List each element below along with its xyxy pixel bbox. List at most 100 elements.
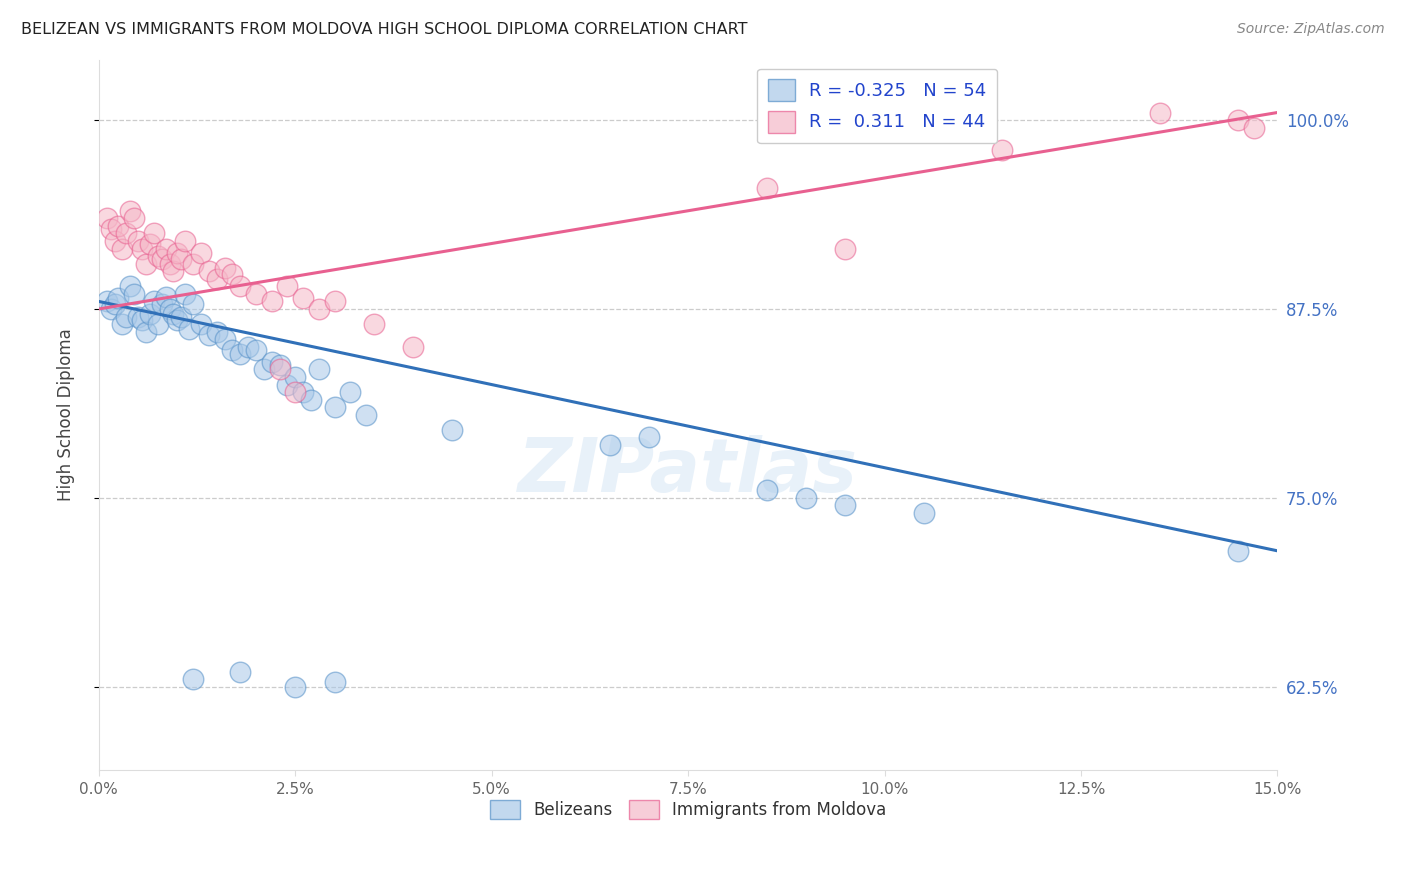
Point (1227, 113, 1250, 128)
Point (599, 438, 621, 452)
Point (755, 483, 778, 498)
Point (162, 306, 184, 320)
Point (363, 317, 385, 331)
Point (323, 401, 346, 415)
Point (755, 181, 778, 195)
Point (170, 310, 193, 324)
Point (162, 264, 184, 278)
Point (155, 242, 177, 256)
Point (253, 362, 276, 376)
Point (229, 347, 252, 361)
Point (245, 343, 267, 357)
Point (135, 257, 157, 271)
Legend: Belizeans, Immigrants from Moldova: Belizeans, Immigrants from Moldova (484, 793, 893, 826)
Point (131, 242, 153, 256)
Point (260, 355, 283, 369)
Point (115, 310, 138, 324)
Point (794, 491, 817, 505)
Point (323, 675, 346, 690)
Point (166, 246, 188, 260)
Point (179, 321, 201, 335)
Point (174, 234, 197, 248)
Point (190, 246, 212, 260)
Point (120, 279, 142, 293)
Point (308, 301, 330, 316)
Text: Source: ZipAtlas.com: Source: ZipAtlas.com (1237, 22, 1385, 37)
Point (103, 234, 125, 248)
Point (991, 143, 1014, 157)
Point (284, 680, 307, 694)
Point (912, 506, 935, 520)
Point (139, 306, 162, 320)
Point (96, 294, 118, 309)
Point (122, 211, 145, 226)
Point (107, 219, 129, 233)
Point (276, 279, 298, 293)
Text: BELIZEAN VS IMMIGRANTS FROM MOLDOVA HIGH SCHOOL DIPLOMA CORRELATION CHART: BELIZEAN VS IMMIGRANTS FROM MOLDOVA HIGH… (21, 22, 748, 37)
Point (115, 227, 138, 241)
Point (269, 358, 291, 372)
Point (214, 261, 236, 276)
Point (221, 267, 243, 281)
Point (402, 340, 425, 354)
Point (127, 310, 149, 324)
Point (299, 392, 322, 407)
Point (260, 294, 283, 309)
Point (107, 292, 129, 306)
Point (181, 673, 204, 687)
Point (100, 301, 122, 316)
Point (120, 203, 142, 218)
Point (190, 317, 212, 331)
Point (308, 362, 330, 376)
Point (1243, 120, 1265, 135)
Point (103, 297, 125, 311)
Point (170, 252, 193, 266)
Text: ZIPatlas: ZIPatlas (519, 435, 858, 508)
Point (236, 340, 259, 354)
Point (122, 286, 145, 301)
Point (150, 252, 173, 266)
Point (1227, 544, 1250, 558)
Point (292, 385, 315, 400)
Point (205, 272, 228, 286)
Point (174, 286, 197, 301)
Point (637, 430, 659, 444)
Point (146, 249, 169, 263)
Point (441, 423, 464, 437)
Point (139, 237, 162, 252)
Point (131, 312, 153, 326)
Point (166, 312, 188, 326)
Point (205, 325, 228, 339)
Y-axis label: High School Diploma: High School Diploma (58, 328, 75, 501)
Point (269, 362, 291, 376)
Point (834, 242, 856, 256)
Point (1149, 105, 1171, 120)
Point (146, 317, 169, 331)
Point (276, 377, 298, 392)
Point (292, 292, 315, 306)
Point (198, 327, 221, 342)
Point (834, 499, 856, 513)
Point (214, 332, 236, 346)
Point (229, 665, 252, 679)
Point (181, 257, 204, 271)
Point (229, 279, 252, 293)
Point (142, 227, 165, 241)
Point (155, 290, 177, 304)
Point (198, 264, 221, 278)
Point (150, 297, 173, 311)
Point (127, 234, 149, 248)
Point (181, 297, 204, 311)
Point (245, 286, 267, 301)
Point (142, 294, 165, 309)
Point (284, 385, 307, 400)
Point (284, 370, 307, 384)
Point (354, 408, 377, 422)
Point (159, 257, 181, 271)
Point (323, 294, 346, 309)
Point (159, 301, 181, 316)
Point (111, 317, 134, 331)
Point (221, 343, 243, 357)
Point (135, 325, 157, 339)
Point (100, 222, 122, 236)
